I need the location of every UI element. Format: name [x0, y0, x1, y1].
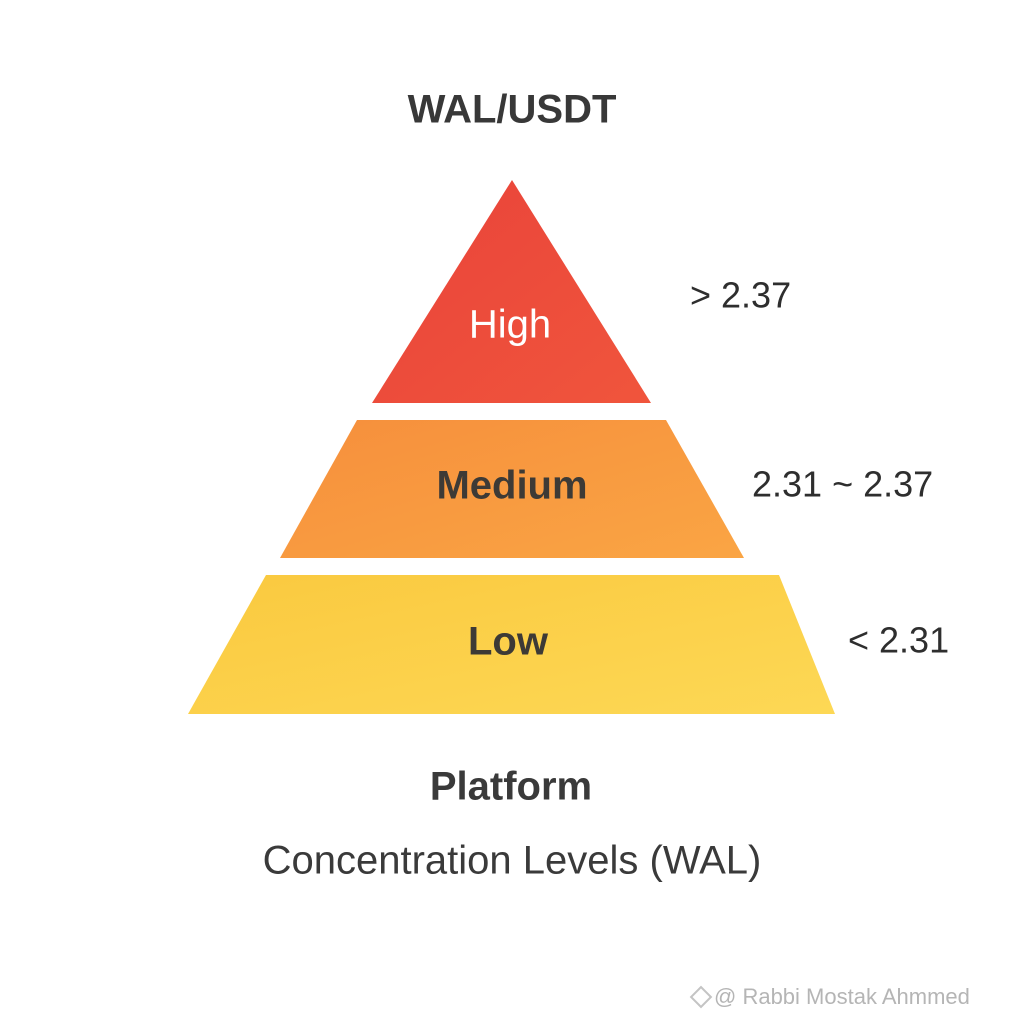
tier-high	[372, 180, 651, 403]
tier-label: Medium	[436, 464, 587, 508]
title: WAL/USDT	[408, 88, 617, 132]
range-label: > 2.37	[690, 275, 791, 316]
watermark: @ Rabbi Mostak Ahmmed	[714, 984, 970, 1009]
range-label: < 2.31	[848, 620, 949, 661]
watermark-icon	[689, 985, 713, 1009]
footer-title: Platform	[430, 765, 592, 809]
tier-low	[188, 575, 835, 714]
tier-label: High	[469, 303, 551, 347]
footer-subtitle: Concentration Levels (WAL)	[263, 839, 762, 883]
tier-label: Low	[468, 620, 549, 664]
range-label: 2.31 ~ 2.37	[752, 464, 933, 505]
tier-medium	[280, 420, 744, 558]
